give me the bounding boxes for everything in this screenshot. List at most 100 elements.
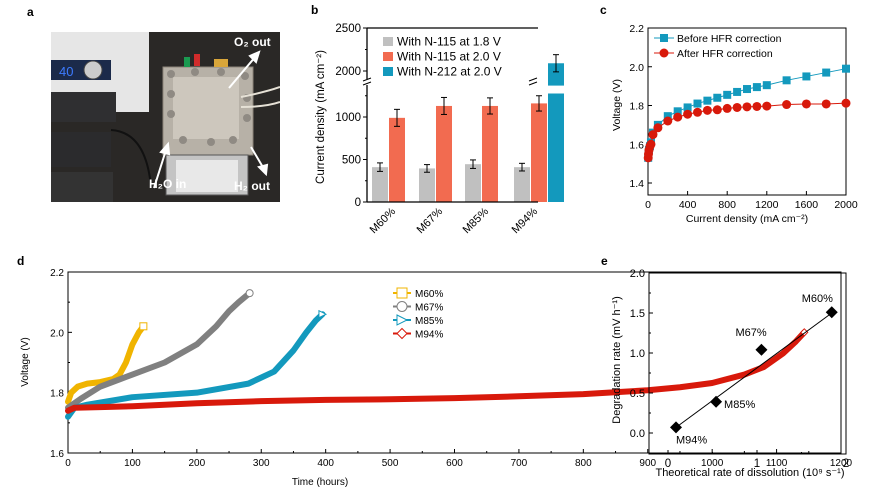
chart-c-ytick-label: 2.0: [629, 62, 644, 74]
chart-d-xtick-label: 600: [446, 458, 463, 469]
chart-e-fit-line: [675, 312, 833, 428]
chart-b-ytick-label: 2500: [335, 23, 361, 35]
chart-d-xlabel: Time (hours): [292, 477, 348, 488]
chart-e-point-M85%: [710, 395, 723, 408]
chart-c-ytick-label: 1.6: [629, 139, 644, 151]
connector-red: [194, 54, 200, 66]
panel-label-c: c: [600, 3, 607, 17]
chart-d-xtick-label: 500: [382, 458, 399, 469]
chart-e-point-label: M60%: [802, 293, 833, 305]
arrow-head: [257, 163, 269, 177]
chart-c-point: [646, 139, 656, 149]
chart-c-point: [762, 101, 772, 111]
chart-e-ytick-label: 0.5: [630, 388, 645, 400]
chart-d-trace-M60%: [65, 323, 147, 405]
bar-M94%-1: [531, 103, 547, 202]
chart-b-ytick-label: 1000: [335, 112, 361, 124]
axis-break-icon: [362, 77, 372, 86]
chart-c-point: [723, 90, 732, 99]
chart-d-trace-M94%: [65, 329, 808, 414]
legend-label-n212-20: With N-212 at 2.0 V: [397, 65, 502, 79]
bar-M85%-1: [482, 105, 498, 202]
legend-label-M67%: M67%: [415, 303, 443, 314]
pump-head-top: [51, 92, 116, 122]
chart-c-point: [653, 123, 663, 133]
chart-d-xtick-label: 800: [575, 458, 592, 469]
chart-d-durability: 0 100 200 300 400 500 600 700 800 900 1000 1100 1200…: [20, 268, 853, 488]
chart-b-ylabel: Current density (mA cm⁻²): [315, 50, 327, 184]
chart-c-xtick-label: 1200: [755, 199, 779, 211]
chart-e-point-label: M67%: [735, 327, 766, 339]
axis-break-icon: [528, 77, 538, 86]
chart-e-degradation: 0 1 2 0.0 0.5 1.0 1.5 2.0 M60% M67% M85% M94% Degr…: [611, 268, 849, 479]
chart-c-point: [842, 64, 850, 73]
chart-d-ytick-label: 1.8: [50, 389, 64, 400]
chart-c-point: [673, 107, 682, 116]
chart-c-point: [673, 112, 683, 122]
chart-d-ytick-label: 1.6: [50, 449, 64, 460]
bar-M60%-0: [372, 167, 388, 202]
arrow-h2o-in: [153, 149, 167, 189]
chart-d-axes: 0 100 200 300 400 500 600 700 800 900 1000 1100 1200…: [50, 268, 852, 469]
chart-c-point: [801, 99, 811, 109]
cell-flowfield: [173, 77, 239, 139]
chart-c-point: [663, 112, 672, 121]
chart-c-point: [663, 116, 673, 126]
legend-marker-M67%: [396, 301, 408, 312]
chart-c-point: [693, 99, 702, 108]
chart-c-point: [802, 72, 811, 81]
chart-c-legend: Before HFR correction After HFR correcti…: [654, 33, 782, 60]
chart-d-xtick-label: 1000: [701, 458, 724, 469]
chart-e-xlabel: Theoretical rate of dissolution (10⁹ s⁻¹…: [655, 467, 844, 479]
bar-M85%-0: [465, 164, 481, 202]
chart-e-point-M67%: [755, 343, 768, 356]
chart-c-point: [752, 83, 761, 92]
chart-d-ytick-label: 2.2: [50, 268, 64, 279]
chart-d-xtick-label: 300: [253, 458, 270, 469]
legend-label-M85%: M85%: [415, 316, 443, 327]
connector-gold: [214, 59, 228, 67]
chart-c-xtick-label: 1600: [795, 199, 819, 211]
chart-d-xtick-label: 1100: [766, 458, 788, 469]
bar-M67%-0: [419, 168, 435, 202]
legend-marker-M94%: [396, 327, 408, 340]
panel-label-a: a: [27, 5, 34, 19]
chart-c-point: [713, 93, 722, 102]
pump-head-mid: [51, 132, 111, 167]
chart-b-current-density: M60% M67% M85% M94% 0 500 1000 2000 2500 With N-…: [315, 23, 564, 236]
label-h2-out: H₂ out: [234, 179, 270, 193]
chart-c-point: [722, 103, 732, 113]
tube: [110, 129, 152, 188]
chart-d-xtick-label: 700: [511, 458, 528, 469]
chart-c-point: [822, 68, 831, 77]
chart-c-ytick-label: 2.2: [629, 23, 644, 35]
chart-e-xtick-label: 2: [843, 458, 849, 470]
chart-e-ytick-label: 0.0: [630, 428, 645, 440]
chart-b-legend: With N-115 at 1.8 V With N-115 at 2.0 V …: [383, 35, 502, 79]
chart-e-axes: 0 1 2 0.0 0.5 1.0 1.5 2.0: [630, 268, 850, 470]
chart-b-xtick-label: M60%: [368, 205, 399, 236]
panel-label-e: e: [601, 254, 608, 268]
chart-d-legend: M60% M67% M85% M94%: [393, 287, 443, 341]
chart-d-endpoint: [139, 322, 148, 331]
chart-e-point-M94%: [670, 421, 683, 434]
chart-e-points: M60% M67% M85% M94%: [670, 293, 838, 446]
legend-marker-after-hfr: [659, 48, 669, 58]
chart-c-point: [732, 102, 742, 112]
legend-marker-M60%: [396, 287, 408, 299]
panel-label-d: d: [17, 254, 25, 268]
chart-c-point: [693, 107, 702, 117]
chart-d-ylabel: Voltage (V): [20, 337, 31, 386]
chart-c-point: [752, 101, 762, 111]
chart-c-point: [733, 87, 742, 96]
chart-d-xtick-label: 900: [639, 458, 656, 469]
chart-c-ytick-label: 1.4: [629, 178, 644, 190]
chart-d-frame: [67, 271, 842, 454]
chart-d-xtick-label: 400: [317, 458, 334, 469]
legend-label-before-hfr: Before HFR correction: [677, 33, 782, 45]
panel-label-b: b: [311, 3, 319, 17]
chart-e-point-label: M85%: [724, 399, 755, 411]
chart-c-xlabel: Current density (mA cm⁻²): [686, 213, 808, 225]
chart-c-point: [683, 103, 692, 112]
